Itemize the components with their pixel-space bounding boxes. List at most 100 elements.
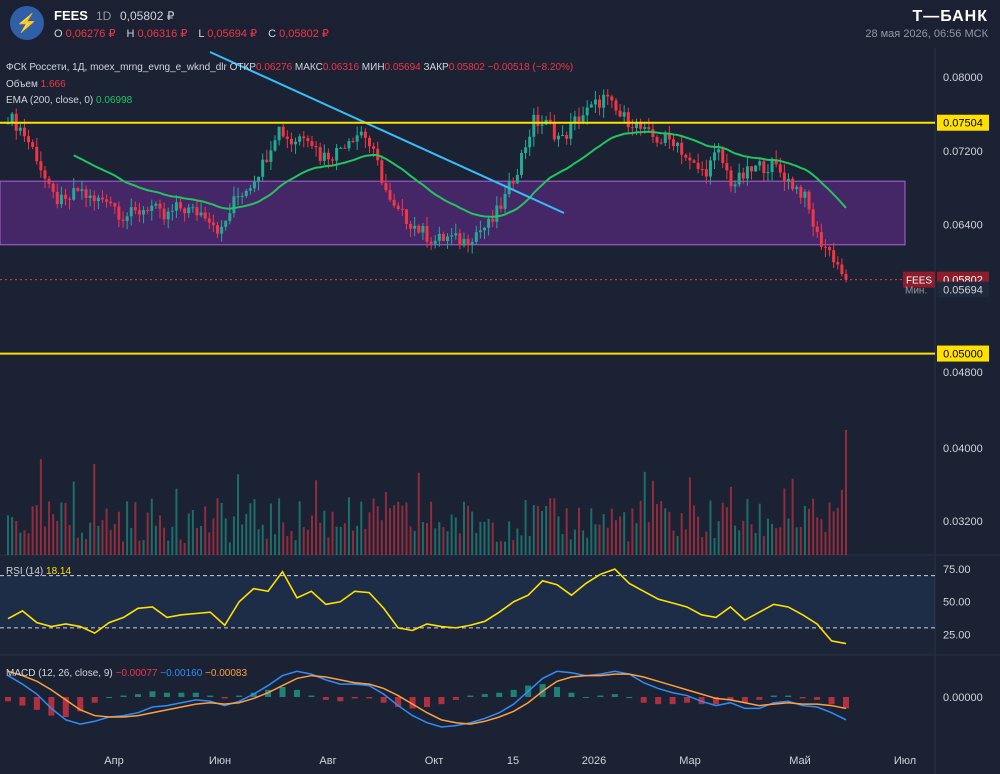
volume-bar bbox=[80, 532, 83, 555]
volume-bar bbox=[228, 542, 231, 555]
price-axis-tick: 0.06400 bbox=[943, 220, 983, 232]
candle-body bbox=[446, 236, 450, 241]
volume-bar bbox=[372, 498, 375, 555]
volume-bar bbox=[516, 528, 519, 555]
volume-bar bbox=[187, 513, 190, 555]
macd-histogram-bar bbox=[48, 697, 55, 716]
candle-body bbox=[27, 136, 31, 143]
volume-bar bbox=[237, 474, 240, 555]
volume-bar bbox=[676, 535, 679, 555]
min-tag: Мин. bbox=[905, 286, 927, 297]
volume-bar bbox=[302, 527, 305, 555]
candle-body bbox=[335, 147, 339, 161]
candle-body bbox=[68, 198, 72, 200]
candle-body bbox=[754, 165, 758, 172]
candle-body bbox=[540, 124, 544, 126]
price-axis-tick: 0.04800 bbox=[943, 367, 983, 379]
candle-body bbox=[269, 150, 273, 162]
candle-body bbox=[511, 180, 515, 184]
candle-body bbox=[121, 219, 125, 221]
ticker-symbol[interactable]: FEES bbox=[54, 8, 88, 23]
volume-bar bbox=[598, 524, 601, 555]
macd-histogram-bar bbox=[467, 695, 474, 697]
level-label-1: 0.05000 bbox=[943, 349, 983, 361]
macd-histogram-bar bbox=[62, 697, 69, 717]
volume-bar bbox=[586, 537, 589, 555]
macd-histogram-bar bbox=[568, 692, 575, 697]
volume-bar bbox=[754, 532, 757, 555]
candle-body bbox=[807, 191, 811, 210]
candle-body bbox=[228, 213, 232, 221]
candle-body bbox=[339, 147, 343, 149]
candle-body bbox=[680, 142, 684, 155]
volume-bar bbox=[454, 517, 457, 555]
volume-bar bbox=[783, 488, 786, 555]
candle-body bbox=[39, 161, 43, 171]
macd-histogram-bar bbox=[669, 697, 676, 705]
time-axis-tick: Мар bbox=[679, 755, 701, 767]
candle-body bbox=[236, 196, 240, 198]
candle-body bbox=[59, 194, 63, 205]
candle-body bbox=[598, 99, 602, 108]
macd-line-value: −0.00160 bbox=[160, 668, 203, 679]
candle-body bbox=[96, 197, 100, 202]
candle-body bbox=[524, 147, 528, 154]
ohlc-open-value: 0,06276 ₽ bbox=[65, 28, 116, 40]
volume-bar bbox=[569, 539, 572, 555]
rsi-legend: RSI (14) 18.14 bbox=[6, 566, 71, 577]
volume-bar bbox=[278, 498, 281, 555]
candle-body bbox=[651, 129, 655, 137]
macd-histogram-bar bbox=[496, 692, 503, 697]
volume-bar bbox=[269, 503, 272, 555]
candle-body bbox=[791, 178, 795, 189]
macd-histogram-bar bbox=[207, 695, 214, 697]
volume-bar bbox=[462, 501, 465, 555]
candle-body bbox=[585, 107, 589, 116]
candle-body bbox=[417, 225, 421, 233]
volume-bar bbox=[430, 501, 433, 555]
volume-bar bbox=[113, 524, 116, 555]
macd-histogram-bar bbox=[351, 697, 358, 699]
candle-body bbox=[191, 207, 195, 209]
candle-body bbox=[318, 147, 322, 161]
macd-histogram-bar bbox=[843, 697, 849, 709]
candle-body bbox=[64, 194, 68, 199]
candle-body bbox=[635, 122, 638, 129]
volume-bar bbox=[15, 520, 18, 555]
volume-bar bbox=[775, 528, 778, 555]
candle-body bbox=[828, 247, 832, 251]
candle-body bbox=[474, 232, 478, 243]
candle-body bbox=[676, 142, 680, 147]
volume-bar bbox=[154, 525, 157, 555]
candle-body bbox=[840, 264, 844, 275]
macd-histogram-bar bbox=[135, 694, 142, 697]
volume-bar bbox=[315, 480, 318, 555]
macd-histogram-bar bbox=[799, 697, 806, 699]
candle-body bbox=[462, 238, 466, 246]
candle-body bbox=[622, 112, 626, 117]
candle-body bbox=[454, 233, 458, 236]
rsi-line bbox=[7, 568, 847, 645]
legend-close-label: ЗАКР bbox=[423, 62, 449, 73]
volume-bar bbox=[688, 477, 691, 555]
candle-body bbox=[799, 187, 803, 198]
chart-canvas[interactable]: 0.07504 0.05000 FEES 0.05802 Мин. 0.05694 0.08… bbox=[0, 48, 1000, 774]
candle-body bbox=[466, 238, 470, 245]
timeframe[interactable]: 1D bbox=[96, 9, 112, 23]
candle-body bbox=[663, 134, 667, 144]
candle-body bbox=[684, 154, 688, 158]
volume-bar bbox=[693, 505, 696, 555]
candle-body bbox=[626, 112, 630, 128]
volume-bar bbox=[56, 520, 59, 555]
candle-body bbox=[285, 136, 289, 139]
rsi-band-fill bbox=[0, 575, 935, 628]
candle-body bbox=[388, 190, 392, 200]
volume-bar bbox=[27, 533, 30, 555]
candle-body bbox=[392, 199, 396, 206]
volume-bar bbox=[105, 508, 108, 555]
candle-body bbox=[240, 196, 244, 198]
candle-body bbox=[183, 208, 187, 214]
macd-histogram-bar bbox=[5, 697, 11, 702]
volume-bar bbox=[126, 501, 129, 555]
volume-bar bbox=[664, 508, 667, 555]
